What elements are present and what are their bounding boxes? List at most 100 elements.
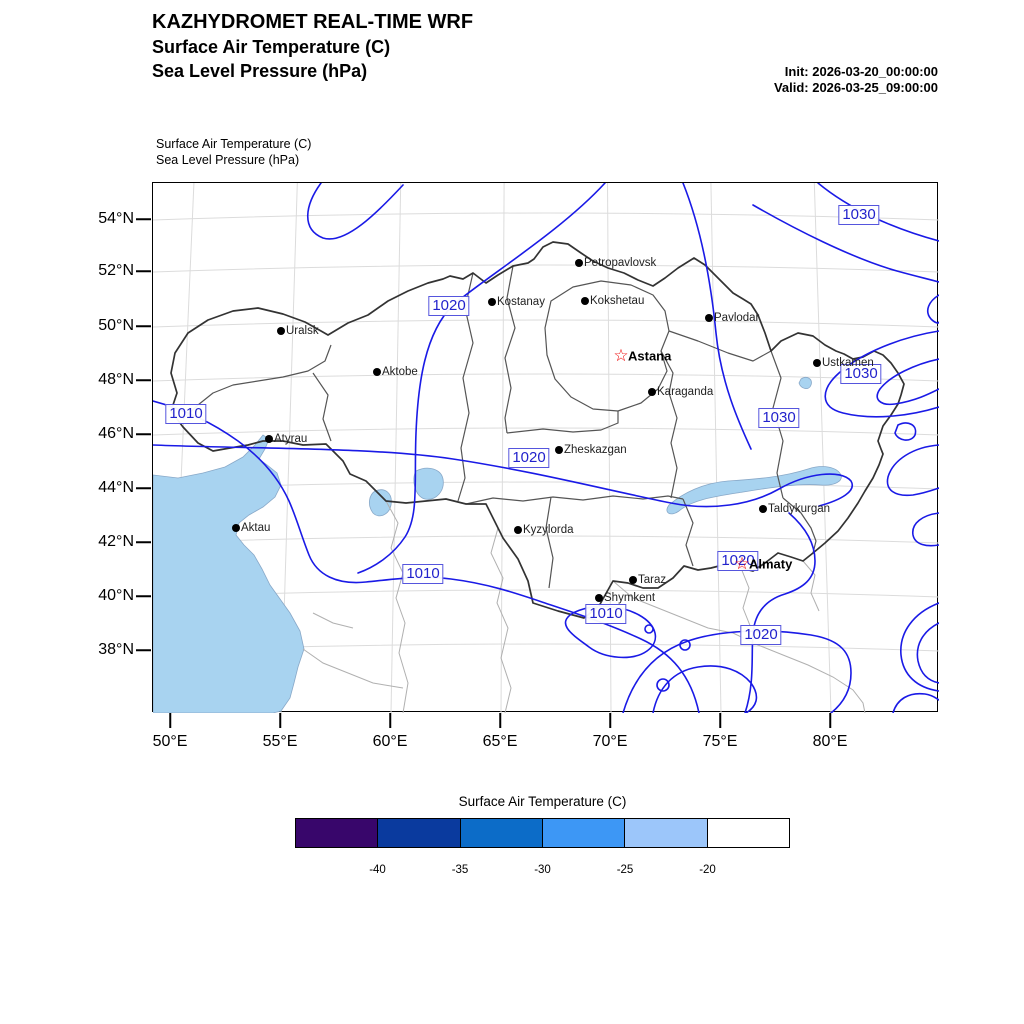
- init-time: Init: 2026-03-20_00:00:00: [784, 64, 938, 79]
- isobar-label: 1010: [402, 564, 444, 584]
- colorbar-segment: [460, 819, 543, 847]
- city-label: Kyzylorda: [523, 524, 574, 536]
- subtitle-pressure: Sea Level Pressure (hPa): [152, 61, 368, 81]
- colorbar-segment: [542, 819, 626, 847]
- lat-tick-mark: [136, 649, 151, 651]
- capital-star-icon: ☆: [734, 554, 750, 574]
- map-frame: 1020 1030 1030 1030 1010 1020 1010 1020 1010 1020…: [152, 182, 939, 713]
- oblast-borders: [182, 265, 817, 589]
- isobar-label: 1010: [165, 404, 207, 424]
- lon-tick-mark: [169, 713, 171, 728]
- lon-tick-label: 75°E: [702, 733, 738, 750]
- city-dot-icon: [705, 314, 713, 322]
- lon-tick-label: 80°E: [812, 733, 848, 750]
- city-label: Shymkent: [604, 592, 656, 604]
- lon-tick-label: 70°E: [592, 733, 628, 750]
- lat-tick-mark: [136, 218, 151, 220]
- lat-tick-mark: [136, 595, 151, 597]
- caspian-sea: [153, 434, 305, 713]
- city-dot-icon: [265, 435, 273, 443]
- city-dot-icon: [575, 259, 583, 267]
- lat-tick-label: 52°N: [98, 262, 134, 279]
- lat-tick-label: 44°N: [98, 479, 134, 496]
- colorbar-tick-label: -30: [534, 864, 551, 876]
- city-label: Aktau: [241, 522, 271, 534]
- lon-tick-mark: [279, 713, 281, 728]
- lon-tick-mark: [609, 713, 611, 728]
- city-label: Uralsk: [286, 325, 319, 337]
- aral-sea-remnant: [413, 467, 444, 500]
- city-dot-icon: [581, 297, 589, 305]
- colorbar-tick-label: -20: [699, 864, 716, 876]
- lat-tick-mark: [136, 270, 151, 272]
- capital-star-icon: ☆: [613, 346, 629, 366]
- city-label: Kokshetau: [590, 295, 645, 307]
- lat-tick-label: 50°N: [98, 317, 134, 334]
- isobar-label: 1020: [508, 448, 550, 468]
- lat-tick-mark: [136, 433, 151, 435]
- city-label: Aktobe: [382, 366, 418, 378]
- lon-tick-label: 50°E: [152, 733, 188, 750]
- page-title: KAZHYDROMET REAL-TIME WRF: [152, 11, 474, 33]
- neighbor-borders: [302, 500, 866, 713]
- isobar-contours: [153, 183, 939, 713]
- isobar-label: 1030: [840, 364, 882, 384]
- colorbar-segment: [296, 819, 379, 847]
- isobar-label: 1030: [758, 408, 800, 428]
- lat-tick-mark: [136, 379, 151, 381]
- isobar-label: 1020: [740, 625, 782, 645]
- city-label: Taldykurgan: [768, 503, 831, 515]
- colorbar-segment: [378, 819, 461, 847]
- lat-tick-label: 40°N: [98, 587, 134, 604]
- colorbar: [295, 818, 790, 848]
- lat-tick-label: 46°N: [98, 425, 134, 442]
- isobar-label: 1010: [585, 604, 627, 624]
- colorbar-segment: [625, 819, 708, 847]
- model-run-info: Init: 2026-03-20_00:00:00 Valid: 2026-03…: [774, 64, 938, 96]
- capital-label: Astana: [628, 348, 672, 364]
- city-dot-icon: [629, 576, 637, 584]
- city-label: Taraz: [638, 574, 667, 586]
- city-label: Karaganda: [657, 386, 714, 398]
- lon-tick-mark: [719, 713, 721, 728]
- map-caption-line1: Surface Air Temperature (C): [156, 137, 312, 151]
- colorbar-segment: [707, 819, 789, 847]
- lon-tick-mark: [389, 713, 391, 728]
- lon-tick-mark: [829, 713, 831, 728]
- colorbar-tick-label: -35: [451, 864, 469, 876]
- capital-label: Almaty: [749, 556, 793, 572]
- city-dot-icon: [648, 388, 656, 396]
- lat-tick-label: 54°N: [98, 210, 134, 227]
- city-label: Atyrau: [274, 433, 308, 445]
- lat-tick-label: 38°N: [98, 641, 134, 658]
- title-block: KAZHYDROMET REAL-TIME WRF Surface Air Te…: [152, 10, 473, 83]
- aral-sea-remnant: [369, 489, 392, 517]
- lon-tick-label: 55°E: [262, 733, 298, 750]
- colorbar-title: Surface Air Temperature (C): [458, 794, 627, 809]
- colorbar-tick-label: -25: [616, 864, 634, 876]
- city-dot-icon: [488, 298, 496, 306]
- lat-tick-label: 48°N: [98, 371, 134, 388]
- isobar-label: 1030: [838, 205, 880, 225]
- lat-tick-label: 42°N: [98, 533, 134, 550]
- lat-tick-mark: [136, 487, 151, 489]
- valid-time: Valid: 2026-03-25_09:00:00: [773, 80, 938, 95]
- lat-tick-mark: [136, 541, 151, 543]
- city-label: Zheskazgan: [564, 444, 627, 456]
- city-dot-icon: [555, 446, 563, 454]
- subtitle-temperature: Surface Air Temperature (C): [152, 37, 391, 57]
- isobar-label: 1020: [428, 296, 470, 316]
- city-label: Kostanay: [497, 296, 545, 308]
- lake-zaysan: [798, 377, 812, 389]
- city-label: Ustkamen: [822, 357, 874, 369]
- isobar-label: 1020: [717, 551, 759, 571]
- lon-tick-label: 60°E: [372, 733, 408, 750]
- lat-tick-mark: [136, 325, 151, 327]
- map-caption: Surface Air Temperature (C) Sea Level Pr…: [156, 136, 311, 168]
- city-dot-icon: [514, 526, 522, 534]
- map-caption-line2: Sea Level Pressure (hPa): [156, 153, 300, 167]
- city-dot-icon: [373, 368, 381, 376]
- city-dot-icon: [277, 327, 285, 335]
- national-border: [170, 241, 905, 619]
